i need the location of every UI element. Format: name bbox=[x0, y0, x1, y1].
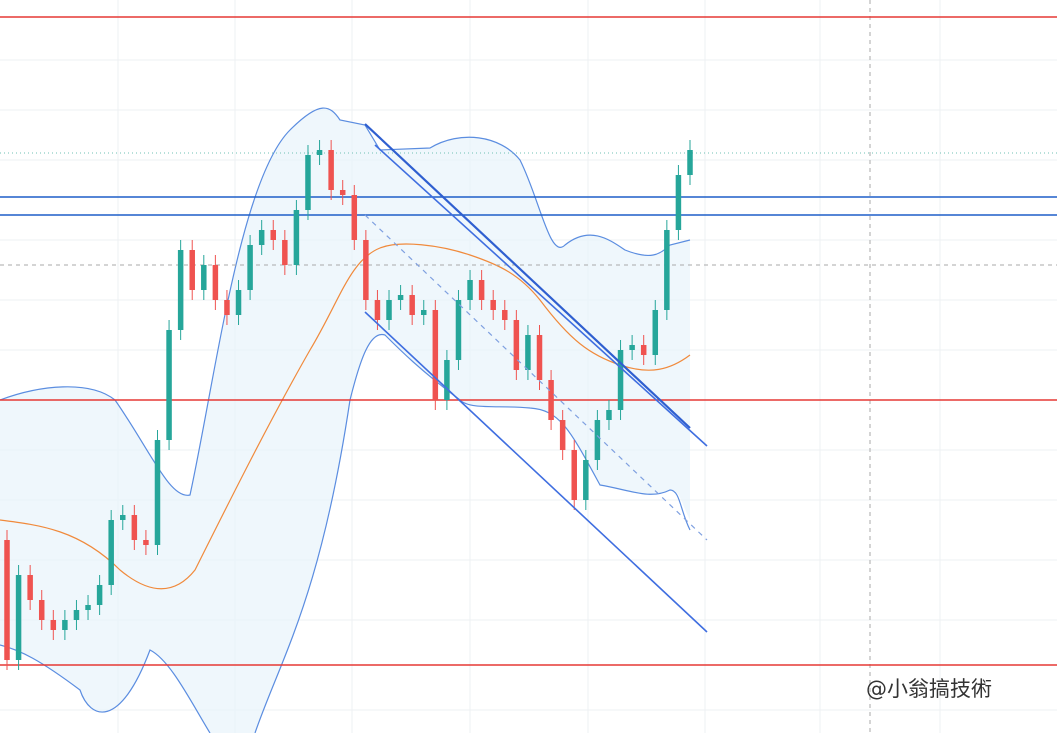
candle-body bbox=[15, 575, 22, 660]
candle-body bbox=[235, 290, 242, 315]
candle-body bbox=[687, 150, 693, 175]
candle-body bbox=[652, 310, 659, 355]
candle-body bbox=[444, 360, 450, 400]
candle-body bbox=[108, 520, 114, 585]
candle-body bbox=[4, 540, 10, 660]
candle-body bbox=[594, 420, 601, 460]
upper-band bbox=[0, 107, 691, 496]
candle-body bbox=[351, 195, 358, 240]
candle-body bbox=[293, 210, 300, 265]
candle-body bbox=[432, 310, 439, 400]
candle-body bbox=[62, 620, 68, 630]
candle-body bbox=[339, 190, 346, 195]
candle-body bbox=[177, 250, 184, 330]
candle-body bbox=[363, 240, 369, 300]
candle-body bbox=[606, 410, 612, 420]
candle-body bbox=[166, 330, 172, 440]
trend-line bbox=[364, 123, 691, 429]
candle-body bbox=[478, 280, 485, 300]
candle-body bbox=[675, 175, 682, 230]
candle-body bbox=[571, 450, 577, 500]
candle-body bbox=[305, 155, 311, 210]
candle-body bbox=[397, 295, 404, 300]
candle-body bbox=[247, 245, 253, 290]
candle-body bbox=[328, 150, 334, 190]
candle-body bbox=[189, 250, 195, 290]
candle-body bbox=[201, 265, 207, 290]
candle-body bbox=[38, 600, 45, 620]
candle-body bbox=[386, 300, 392, 320]
candle-body bbox=[85, 605, 91, 610]
watermark: @小翁搞技術 bbox=[866, 677, 992, 701]
candle-body bbox=[409, 295, 415, 315]
band-fill bbox=[0, 108, 690, 733]
candle-body bbox=[664, 230, 670, 310]
candle-body bbox=[212, 265, 219, 300]
candle-body bbox=[640, 345, 647, 355]
channel-mid bbox=[364, 214, 708, 541]
candle-body bbox=[502, 310, 508, 320]
candle-body bbox=[559, 420, 566, 450]
candle-body bbox=[525, 335, 531, 370]
candle-body bbox=[270, 230, 277, 240]
candle-body bbox=[374, 300, 381, 320]
candle-body bbox=[143, 540, 149, 545]
moving-average bbox=[0, 243, 691, 590]
candle-body bbox=[583, 460, 589, 500]
candle-body bbox=[73, 610, 80, 620]
candle-body bbox=[154, 440, 161, 545]
candle-body bbox=[548, 380, 554, 420]
candle-body bbox=[455, 300, 462, 360]
candle-body bbox=[258, 230, 265, 245]
candle-body bbox=[420, 310, 427, 315]
candle-body bbox=[513, 320, 520, 370]
candle-body bbox=[316, 150, 323, 155]
candle-body bbox=[96, 585, 103, 605]
candle-body bbox=[50, 620, 57, 630]
candle-body bbox=[536, 335, 543, 380]
candles bbox=[4, 140, 693, 670]
candle-body bbox=[131, 515, 138, 540]
candle-body bbox=[629, 345, 635, 350]
candle-body bbox=[120, 515, 126, 520]
candle-body bbox=[617, 350, 624, 410]
candle-body bbox=[282, 240, 288, 265]
candle-body bbox=[490, 300, 496, 310]
candle-body bbox=[467, 280, 473, 300]
channel-lower bbox=[364, 311, 708, 633]
candle-body bbox=[27, 575, 33, 600]
levels bbox=[0, 16, 1057, 666]
channel-upper bbox=[374, 144, 708, 447]
candle-body bbox=[224, 300, 230, 315]
